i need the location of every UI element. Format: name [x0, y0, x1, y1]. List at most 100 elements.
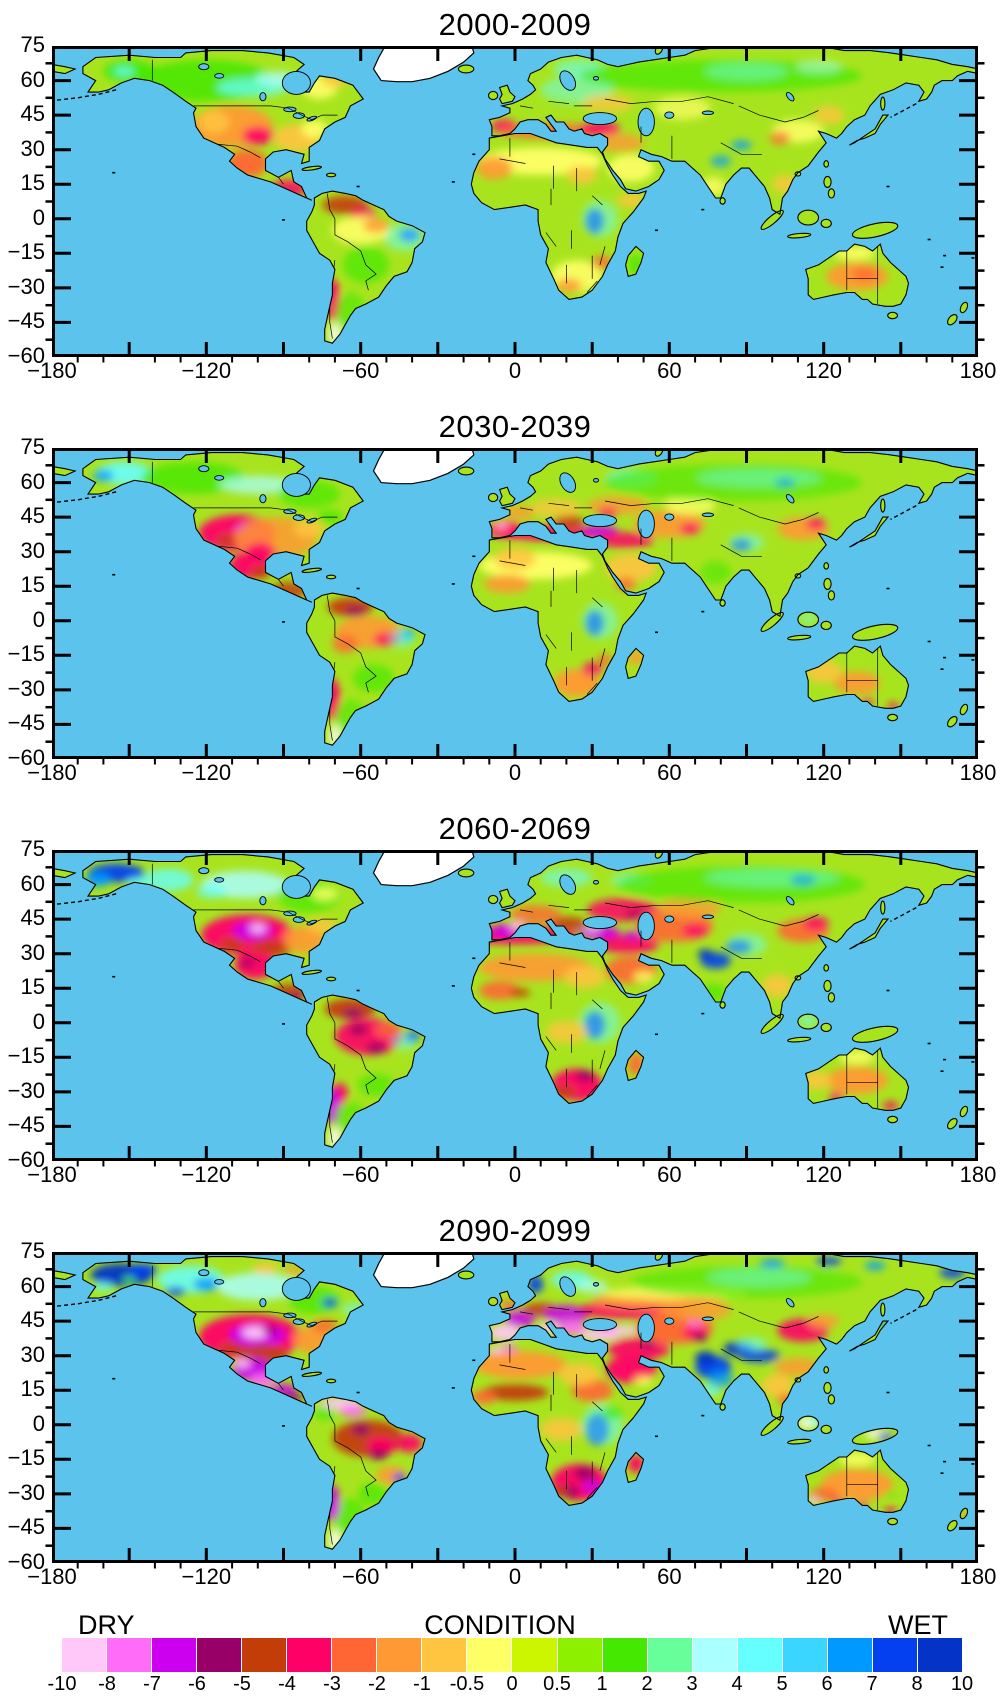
- greenland-no-data: [372, 46, 475, 83]
- colorbar-cell: [917, 1638, 962, 1672]
- x-tick-label: 0: [508, 760, 522, 785]
- y-tick-label: 15: [20, 1376, 45, 1402]
- colorbar-cell: [242, 1638, 288, 1672]
- colorbar-tick-label: -10: [47, 1673, 77, 1695]
- colorbar-tick-label: -4: [278, 1673, 296, 1695]
- x-tick-label: 60: [657, 1162, 682, 1187]
- y-tick-label: −45: [7, 710, 45, 736]
- x-tick-label: −120: [181, 1162, 232, 1187]
- y-tick-label: −60: [7, 745, 45, 770]
- panel-title-2060s: 2060-2069: [438, 811, 592, 846]
- colorbar-cell: [512, 1638, 558, 1672]
- map-row: 75 60 45 30 15 0 −15 −30 −45 −60: [0, 436, 1000, 769]
- map-row: 75 60 45 30 15 0 −15 −30 −45 −60: [0, 1240, 1000, 1573]
- world-map-2090s: [45, 1252, 985, 1569]
- x-tick-label: 120: [805, 760, 843, 785]
- x-axis-labels: −180 −120 −60 0 60 120 180: [27, 357, 996, 383]
- colorbar-cell: [107, 1638, 153, 1672]
- y-tick-label: 45: [20, 101, 45, 127]
- y-tick-label: 0: [32, 606, 45, 632]
- y-tick-label: 30: [20, 939, 45, 965]
- x-tick-label: −120: [181, 1564, 232, 1589]
- y-tick-label: 0: [32, 204, 45, 230]
- x-tick-label: 0: [508, 358, 522, 383]
- y-tick-label: 60: [20, 468, 45, 494]
- map-svg: [45, 850, 985, 1167]
- panel-title-2090s: 2090-2099: [438, 1213, 592, 1248]
- map-row: 75 60 45 30 15 0 −15 −30 −45 −60: [0, 838, 1000, 1171]
- coastlines: [52, 1252, 978, 1550]
- dry-label: DRY: [78, 1610, 135, 1640]
- y-tick-label: 30: [20, 537, 45, 563]
- y-tick-label: −30: [7, 675, 45, 701]
- colorbar-tick-label: 6: [821, 1673, 833, 1695]
- y-tick-label: −60: [7, 343, 45, 368]
- x-tick-label: 120: [805, 1162, 843, 1187]
- lakes: [198, 465, 795, 539]
- colorbar-cell: [872, 1638, 918, 1672]
- colorbar-cell: [827, 1638, 873, 1672]
- colorbar-tick-label: 4: [731, 1673, 743, 1695]
- colorbar-cell: [647, 1638, 693, 1672]
- y-tick-label: 60: [20, 870, 45, 896]
- y-tick-label: 45: [20, 1307, 45, 1333]
- y-tick-label: 45: [20, 503, 45, 529]
- map-panel-2000s: 2000-2009 75 60 45 30 15 0 −15 −30 −45 −60 −180 −1…: [0, 0, 1000, 402]
- y-tick-label: 15: [20, 572, 45, 598]
- y-axis-labels: 75 60 45 30 15 0 −15 −30 −45 −60: [0, 838, 52, 1171]
- y-tick-label: 0: [32, 1008, 45, 1034]
- axis-ticks: [45, 851, 985, 1167]
- country-borders: [151, 461, 879, 741]
- colorbar-cell: [467, 1638, 513, 1672]
- y-tick-label: 30: [20, 135, 45, 161]
- map-frame: [52, 1252, 978, 1563]
- x-tick-label: 120: [805, 358, 843, 383]
- x-tick-label: 180: [959, 358, 997, 383]
- y-tick-label: 60: [20, 66, 45, 92]
- greenland-no-data: [372, 448, 475, 485]
- colorbar-tick-label: 7: [866, 1673, 878, 1695]
- colorbar-tick-label: -6: [188, 1673, 206, 1695]
- x-tick-label: 120: [805, 1564, 843, 1589]
- y-tick-label: 75: [20, 434, 45, 459]
- map-row: 75 60 45 30 15 0 −15 −30 −45 −60: [0, 34, 1000, 367]
- colorbar-tick-label: 0: [506, 1673, 518, 1695]
- x-tick-label: −180: [27, 1162, 77, 1187]
- y-tick-label: 60: [20, 1272, 45, 1298]
- y-tick-label: 30: [20, 1341, 45, 1367]
- y-tick-label: −45: [7, 1112, 45, 1138]
- axis-ticks: [45, 47, 985, 363]
- colorbar-cell: [152, 1638, 198, 1672]
- world-map-2030s: [45, 448, 985, 765]
- colorbar-cell: [602, 1638, 648, 1672]
- x-axis-labels: −180 −120 −60 0 60 120 180: [27, 1161, 996, 1187]
- y-axis-labels: 75 60 45 30 15 0 −15 −30 −45 −60: [0, 436, 52, 769]
- colorbar-tick-label: -1: [413, 1673, 431, 1695]
- colorbar-words: DRY CONDITION WET: [0, 1608, 1000, 1640]
- axis-ticks: [45, 1253, 985, 1569]
- map-svg: [45, 1252, 985, 1569]
- drought-condition-field: [103, 59, 888, 344]
- x-tick-label: −180: [27, 760, 77, 785]
- greenland-no-data: [372, 1252, 475, 1289]
- coastlines: [52, 448, 978, 746]
- small-islands: [112, 153, 975, 268]
- x-axis-labels: −180 −120 −60 0 60 120 180: [27, 1563, 996, 1589]
- x-tick-label: 180: [959, 760, 997, 785]
- colorbar-cell: [737, 1638, 783, 1672]
- colorbar-tick-label: -8: [98, 1673, 116, 1695]
- lakes: [198, 867, 795, 941]
- x-tick-label: 180: [959, 1162, 997, 1187]
- x-tick-label: 0: [508, 1564, 522, 1589]
- country-borders: [151, 59, 879, 339]
- small-islands: [112, 1359, 975, 1474]
- colorbar-tick-label: 3: [686, 1673, 698, 1695]
- colorbar-tick-label: -2: [368, 1673, 386, 1695]
- greenland-no-data: [372, 850, 475, 887]
- y-axis-labels: 75 60 45 30 15 0 −15 −30 −45 −60: [0, 1240, 52, 1573]
- y-tick-label: 15: [20, 170, 45, 196]
- x-tick-label: 60: [657, 760, 682, 785]
- y-tick-label: 75: [20, 836, 45, 861]
- map-svg: [45, 46, 985, 363]
